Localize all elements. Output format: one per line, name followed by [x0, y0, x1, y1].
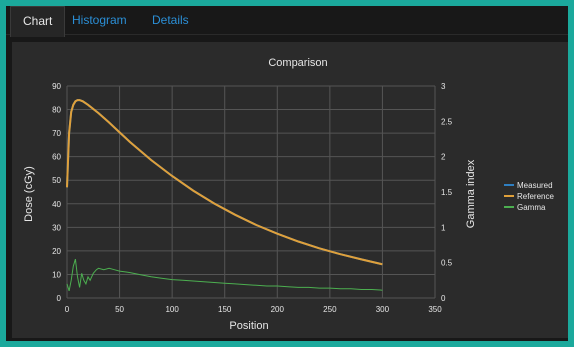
- x-tick-label-2: 100: [165, 305, 179, 314]
- tab-chart[interactable]: Chart: [10, 6, 66, 37]
- y-tick-label-0: 0: [57, 294, 62, 303]
- y-tick-label-6: 60: [52, 153, 61, 162]
- y2-tick-label-3: 1.5: [441, 188, 453, 197]
- y-tick-label-4: 40: [52, 200, 61, 209]
- y-tick-label-9: 90: [52, 82, 61, 91]
- legend-label-gamma: Gamma: [517, 203, 546, 212]
- tab-histogram[interactable]: Histogram: [72, 13, 127, 27]
- chart-panel: 0 50 100 150 200 250 300 350 0 10 20 30 40 50 60 70 80 90…: [12, 42, 568, 338]
- series-gamma-line: [66, 258, 383, 292]
- y2-tick-label-2: 1: [441, 223, 446, 232]
- chart-title: Comparison: [268, 57, 327, 69]
- y2-tick-label-4: 2: [441, 153, 446, 162]
- legend-label-measured: Measured: [517, 181, 553, 190]
- legend-label-reference: Reference: [517, 192, 554, 201]
- y2-axis-label: Gamma index: [465, 159, 477, 228]
- app-frame: Chart Histogram Details 0 50 100 150 200 250 3…: [6, 6, 568, 341]
- y-tick-label-2: 20: [52, 247, 61, 256]
- x-tick-label-3: 150: [218, 305, 232, 314]
- tab-details[interactable]: Details: [152, 13, 189, 27]
- x-tick-label-0: 0: [65, 305, 70, 314]
- series-lines: [66, 99, 383, 292]
- x-axis-label: Position: [229, 320, 268, 332]
- axes: 0 50 100 150 200 250 300 3500102030405060708090…: [52, 82, 453, 314]
- y-axis-label: Dose (cGy): [23, 166, 35, 222]
- x-tick-label-4: 200: [271, 305, 285, 314]
- y-tick-label-7: 70: [52, 129, 61, 138]
- y2-tick-label-1: 0.5: [441, 259, 453, 268]
- x-tick-label-6: 300: [376, 305, 390, 314]
- tab-bar: Chart Histogram Details: [6, 6, 568, 37]
- x-tick-label-5: 250: [323, 305, 337, 314]
- x-tick-label-1: 50: [115, 305, 124, 314]
- y-tick-label-3: 30: [52, 223, 61, 232]
- series-reference-line: [66, 99, 383, 266]
- y-tick-label-5: 50: [52, 176, 61, 185]
- y2-tick-label-0: 0: [441, 294, 446, 303]
- y2-tick-label-6: 3: [441, 82, 446, 91]
- comparison-chart: 0 50 100 150 200 250 300 3500102030405060708090…: [23, 57, 554, 332]
- y-tick-label-1: 10: [52, 270, 61, 279]
- legend: Measured Reference Gamma: [504, 181, 554, 212]
- y2-tick-label-5: 2.5: [441, 117, 453, 126]
- grid-lines: [66, 85, 436, 299]
- y-tick-label-8: 80: [52, 106, 61, 115]
- x-tick-label-7: 350: [428, 305, 442, 314]
